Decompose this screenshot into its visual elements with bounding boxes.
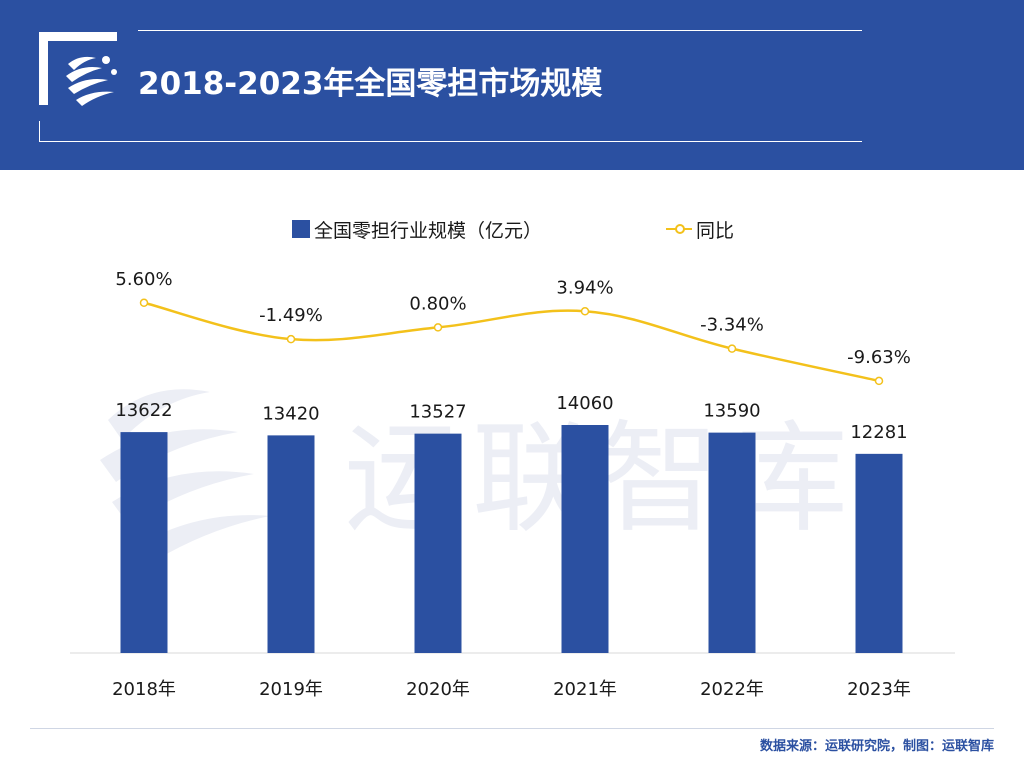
yunlian-logo-icon [66,56,117,106]
yoy-value-label: 5.60% [115,269,172,290]
yoy-value-label: -1.49% [259,305,323,326]
header-top-rule [138,30,862,31]
bar-2018年 [120,432,168,653]
footer-rule [30,728,994,729]
header-bottom-rule [39,141,862,142]
title-bracket-decoration [39,32,117,105]
yoy-point-2019年 [286,334,296,344]
bar-value-label: 12281 [850,422,907,443]
bar-2020年 [414,433,462,653]
legend-bar-swatch [292,220,310,238]
x-tick-label: 2021年 [553,679,617,700]
yoy-point-2018年 [139,298,149,308]
legend-line-label: 同比 [696,219,735,242]
header-corner-tick [39,121,40,142]
page-title: 2018-2023年全国零担市场规模 [138,66,603,102]
bar-value-label: 13420 [262,403,319,424]
legend-line-swatch [666,224,693,234]
bar-value-label: 14060 [556,393,613,414]
bar-2021年 [561,425,609,653]
bar-2019年 [267,435,315,653]
x-tick-label: 2018年 [112,679,176,700]
yoy-value-label: -3.34% [700,315,764,336]
bar-value-label: 13622 [115,400,172,421]
header-banner: 2018-2023年全国零担市场规模 [0,0,1024,170]
x-tick-label: 2022年 [700,679,764,700]
bar-value-label: 13590 [703,401,760,422]
yoy-point-2021年 [580,307,590,316]
legend-bar-label: 全国零担行业规模（亿元） [314,219,543,242]
yoy-value-label: 3.94% [556,277,613,298]
yoy-point-2023年 [874,376,884,386]
yoy-line [143,301,880,383]
yoy-point-2020年 [433,323,443,332]
data-source-note: 数据来源：运联研究院，制图：运联智库 [759,739,994,754]
x-tick-label: 2020年 [406,679,470,700]
yoy-value-label: -9.63% [847,347,911,368]
bar-2023年 [855,453,903,653]
yoy-value-label: 0.80% [409,293,466,314]
x-tick-label: 2023年 [847,679,911,700]
yoy-point-2022年 [727,344,737,353]
x-tick-label: 2019年 [259,679,323,700]
bar-value-label: 13527 [409,402,466,423]
bar-2022年 [708,432,756,653]
chart-legend: 全国零担行业规模（亿元） 同比 [292,216,734,242]
